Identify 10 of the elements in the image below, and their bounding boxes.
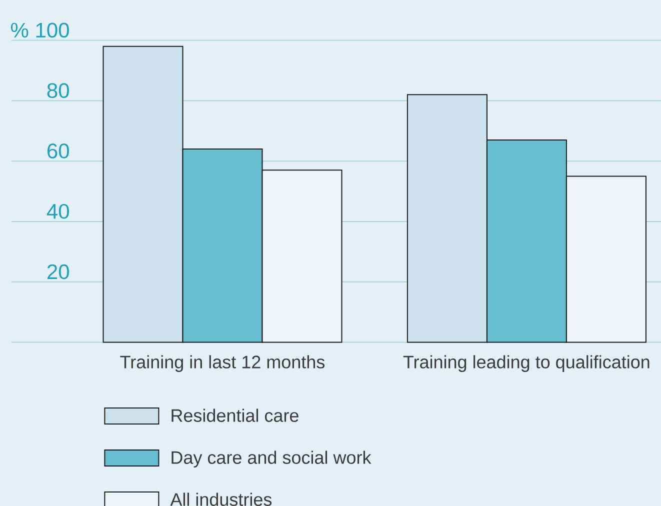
legend-label: Day care and social work (172, 450, 372, 468)
y-tick-label: 60 (48, 144, 69, 158)
y-tick-label: 20 (48, 264, 69, 280)
x-tick-label: Training leading to qualification (403, 355, 650, 372)
legend-label: Residential care (172, 408, 298, 422)
y-tick-label: 40 (46, 204, 69, 219)
y-tick-label: 80 (47, 83, 69, 98)
y-tick-label: % 100 (11, 22, 69, 38)
legend-label: All industries (170, 492, 272, 506)
x-tick-label: Training in last 12 months (120, 355, 325, 372)
